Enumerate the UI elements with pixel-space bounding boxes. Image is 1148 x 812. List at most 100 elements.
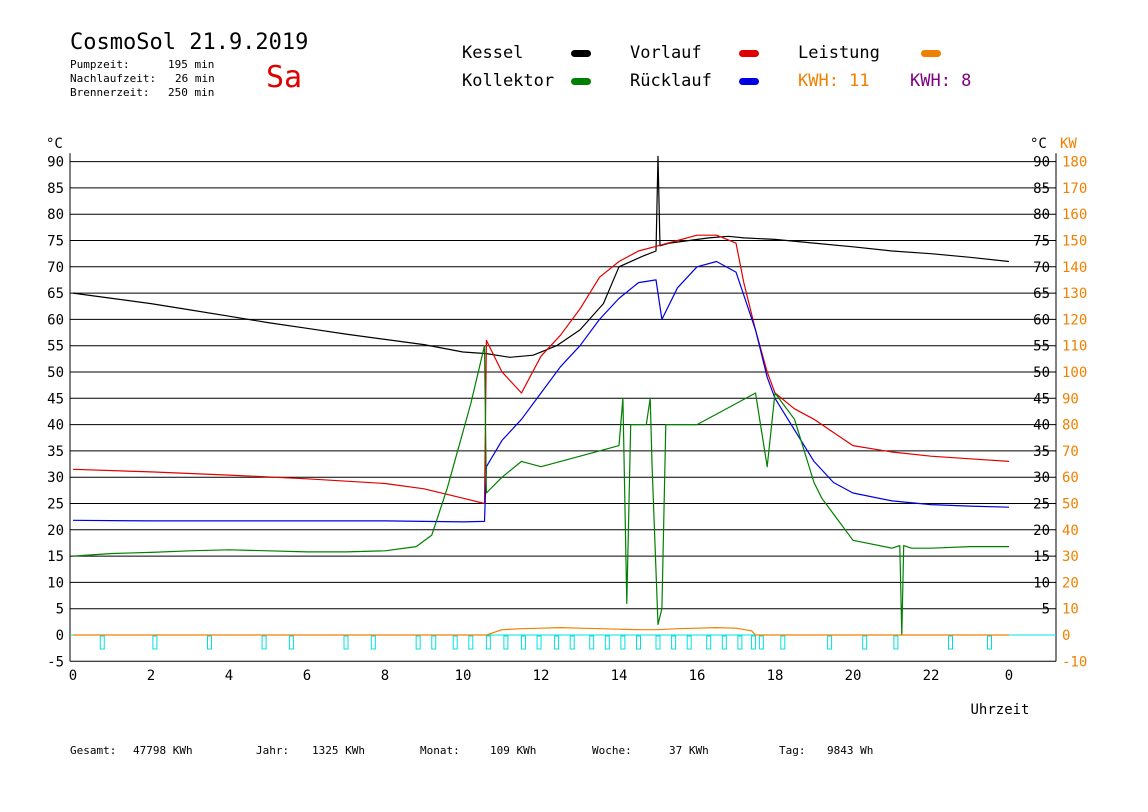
y-right-kw-tick-label: 180 [1062,155,1087,171]
x-tick-label: 2 [147,668,155,684]
y-right-kw-tick-label: 140 [1062,260,1087,276]
y-right-kw-tick-label: 30 [1062,549,1079,565]
y-right-temp-tick-label: 50 [1033,365,1050,381]
pump-marker [758,635,764,650]
series-line-kollektor [72,345,1009,636]
pump-marker [288,635,294,650]
pump-marker [431,635,437,650]
y-right-kw-tick-label: 100 [1062,365,1087,381]
kwh-orange-value: KWH: 11 [798,71,870,91]
y-left-tick-label: 40 [47,418,64,434]
y-right-temp-tick-label: 30 [1033,470,1050,486]
y-left-tick-label: 0 [56,628,64,644]
footer-gesamt-label: Gesamt: [70,744,117,757]
legend-kessel-swatch [571,50,591,57]
y-right-temp-tick-label: 55 [1033,339,1050,355]
y-right-kw-tick-label: 160 [1062,207,1087,223]
legend-leistung-label: Leistung [798,43,880,63]
legend-kollektor-label: Kollektor [462,71,555,91]
chart-title: CosmoSol 21.9.2019 [70,30,309,55]
footer-monat-value: 109 KWh [490,744,537,757]
legend-ruecklauf-label: Rücklauf [630,71,712,91]
x-tick-label: 8 [381,668,389,684]
x-tick-label: 18 [767,668,784,684]
y-right-kw-tick-label: 40 [1062,523,1079,539]
pump-marker [636,635,641,650]
pump-marker [893,635,899,650]
y-left-tick-label: 45 [47,391,64,407]
y-right-kw-tick-label: 110 [1062,339,1087,355]
y-left-tick-label: 25 [47,497,64,513]
stat-nachlaufzeit-label: Nachlaufzeit: [70,72,157,85]
pump-marker [686,635,692,650]
y-right-temp-tick-label: 40 [1033,418,1050,434]
pump-marker [536,635,542,650]
x-tick-label: 12 [533,668,550,684]
pump-marker [152,635,158,650]
y-right-kw-tick-label: 130 [1062,286,1087,302]
y-right-kw-tick-label: 10 [1062,602,1079,618]
y-right-temp-tick-label: 25 [1033,497,1050,513]
y-right-temp-tick-label: 15 [1033,549,1050,565]
pump-marker [862,635,868,650]
pump-marker [589,635,595,650]
y-right-kw-tick-label: 50 [1062,497,1079,513]
pump-marker [99,635,105,650]
pump-marker [370,635,376,650]
y-left-tick-label: -5 [47,654,64,670]
pump-marker [569,635,575,650]
y-right-kw-axis-label: KW [1060,136,1077,152]
weekday-label: Sa [266,60,303,95]
footer-tag-label: Tag: [779,744,806,757]
y-right-kw-tick-label: 90 [1062,391,1079,407]
y-left-tick-label: 65 [47,286,64,302]
stat-brennerzeit-label: Brennerzeit: [70,86,150,99]
y-right-temp-tick-label: 10 [1033,575,1050,591]
y-right-temp-tick-label: 35 [1033,444,1050,460]
series-line-rücklauf [72,260,1010,523]
y-left-tick-label: 60 [47,312,64,328]
x-tick-label: 10 [455,668,472,684]
y-left-tick-label: 55 [47,339,64,355]
y-left-tick-label: 75 [47,234,64,250]
y-right-kw-tick-label: 70 [1062,444,1079,460]
pump-marker [737,635,743,650]
y-right-kw-tick-label: 170 [1062,181,1087,197]
series-line-kessel [72,155,1010,358]
y-right-kw-tick-label: 150 [1062,234,1087,250]
pump-marker [452,635,458,650]
x-tick-label: 22 [923,668,940,684]
y-left-tick-label: 20 [47,523,64,539]
y-right-temp-tick-label: 20 [1033,523,1050,539]
pump-marker [827,635,833,650]
y-right-temp-tick-label: 60 [1033,312,1050,328]
footer-woche-value: 37 KWh [669,744,709,757]
legend-kessel-label: Kessel [462,43,524,63]
y-right-temp-tick-label: 65 [1033,286,1050,302]
y-left-tick-label: 15 [47,549,64,565]
pump-marker [343,635,349,650]
x-tick-label: 16 [689,668,706,684]
legend-vorlauf-label: Vorlauf [630,43,702,63]
y-left-tick-label: 90 [47,155,64,171]
pump-marker [721,635,727,650]
legend-ruecklauf-swatch [739,78,759,85]
y-right-kw-tick-label: -10 [1062,654,1087,670]
legend-kollektor-swatch [571,78,591,85]
pump-marker [503,635,509,650]
pump-marker [671,635,677,650]
footer-woche-label: Woche: [592,744,632,757]
y-right-temp-tick-label: 5 [1042,602,1050,618]
pump-marker [415,635,421,650]
y-left-tick-label: 50 [47,365,64,381]
pump-marker [207,635,212,650]
pump-marker [987,635,992,650]
legend-leistung-swatch [921,50,941,57]
y-left-tick-label: 80 [47,207,64,223]
pump-marker [655,635,661,650]
y-right-temp-tick-label: 45 [1033,391,1050,407]
pump-marker [706,635,712,650]
y-right-kw-tick-label: 0 [1062,628,1070,644]
x-axis-label: Uhrzeit [970,702,1029,718]
